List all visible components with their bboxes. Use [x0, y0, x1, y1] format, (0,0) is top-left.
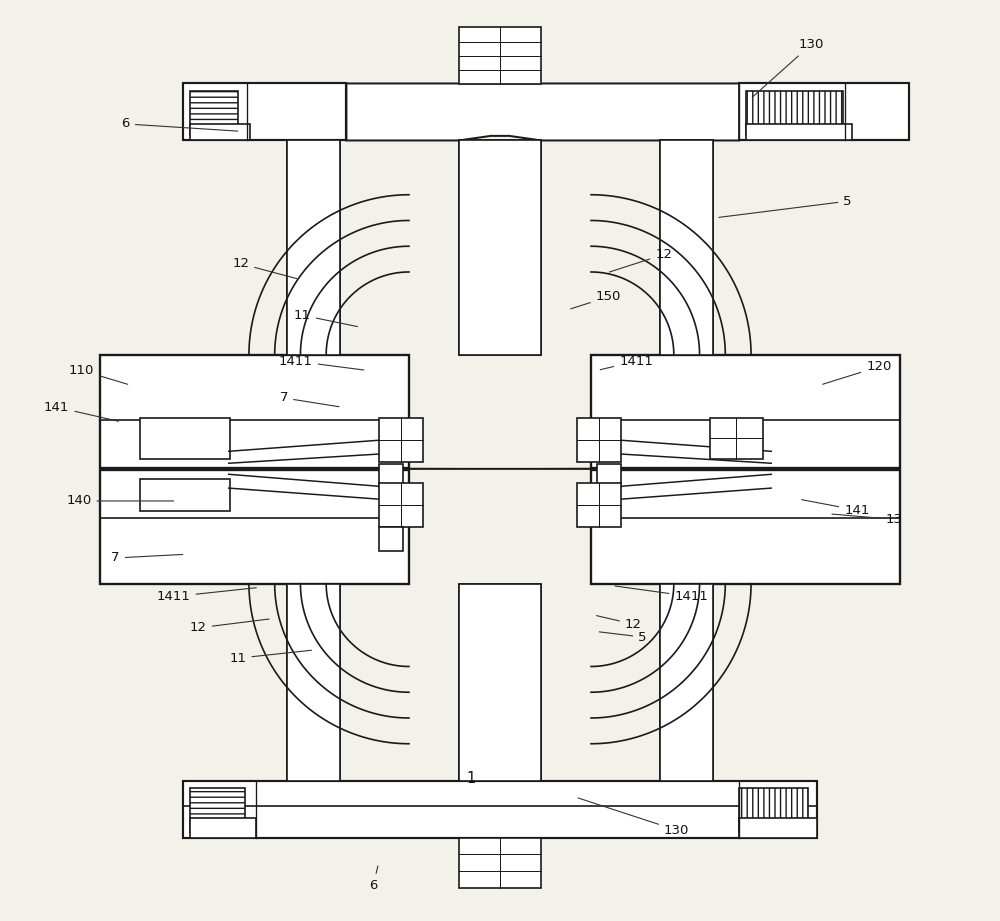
Bar: [710, 418, 763, 459]
Text: 6: 6: [122, 117, 238, 131]
Text: 1411: 1411: [600, 355, 653, 369]
Text: 12: 12: [597, 615, 642, 631]
Bar: [746, 91, 843, 135]
Text: 141: 141: [802, 500, 869, 517]
Bar: [577, 483, 621, 527]
Text: 13: 13: [832, 513, 902, 526]
Text: 5: 5: [599, 631, 647, 644]
Polygon shape: [346, 84, 739, 141]
Text: 1411: 1411: [279, 355, 364, 370]
Bar: [459, 837, 541, 888]
Text: 11: 11: [229, 650, 311, 665]
Text: 7: 7: [280, 391, 339, 407]
Bar: [591, 355, 900, 468]
Text: 140: 140: [66, 495, 174, 507]
Bar: [459, 584, 541, 780]
Text: 110: 110: [69, 364, 128, 384]
Bar: [379, 527, 403, 551]
Bar: [379, 418, 423, 462]
Bar: [183, 84, 346, 141]
Bar: [190, 787, 245, 832]
Bar: [746, 124, 852, 141]
Text: 12: 12: [190, 619, 269, 635]
Text: 141: 141: [44, 401, 118, 421]
Bar: [739, 818, 817, 837]
Bar: [660, 140, 713, 355]
Bar: [739, 84, 909, 141]
Bar: [287, 584, 340, 780]
Bar: [660, 140, 713, 355]
Text: 120: 120: [823, 360, 892, 384]
Bar: [379, 483, 423, 527]
Bar: [287, 584, 340, 780]
Text: 1411: 1411: [157, 588, 256, 603]
Bar: [577, 418, 621, 462]
Text: 130: 130: [752, 39, 824, 98]
Text: 5: 5: [719, 194, 852, 217]
Bar: [190, 124, 250, 141]
Text: 130: 130: [578, 798, 689, 836]
Bar: [597, 464, 621, 488]
Bar: [287, 140, 340, 355]
Bar: [739, 787, 808, 832]
Text: 12: 12: [232, 257, 297, 279]
Text: 7: 7: [111, 552, 183, 565]
Bar: [459, 28, 541, 85]
Bar: [660, 584, 713, 780]
Bar: [100, 470, 409, 584]
Bar: [140, 479, 230, 511]
Bar: [660, 584, 713, 780]
Bar: [379, 464, 403, 488]
Bar: [100, 355, 409, 468]
Bar: [190, 818, 256, 837]
Text: 1: 1: [466, 771, 475, 787]
Bar: [287, 140, 340, 355]
Bar: [190, 91, 238, 135]
Text: 1411: 1411: [615, 586, 708, 603]
Text: 150: 150: [571, 290, 621, 309]
Bar: [459, 141, 541, 355]
Text: 12: 12: [609, 248, 672, 272]
Bar: [459, 584, 541, 780]
Text: 11: 11: [294, 309, 357, 327]
Bar: [183, 780, 817, 837]
Bar: [591, 470, 900, 584]
Bar: [459, 141, 541, 355]
Text: 6: 6: [369, 866, 378, 892]
Bar: [140, 418, 230, 459]
